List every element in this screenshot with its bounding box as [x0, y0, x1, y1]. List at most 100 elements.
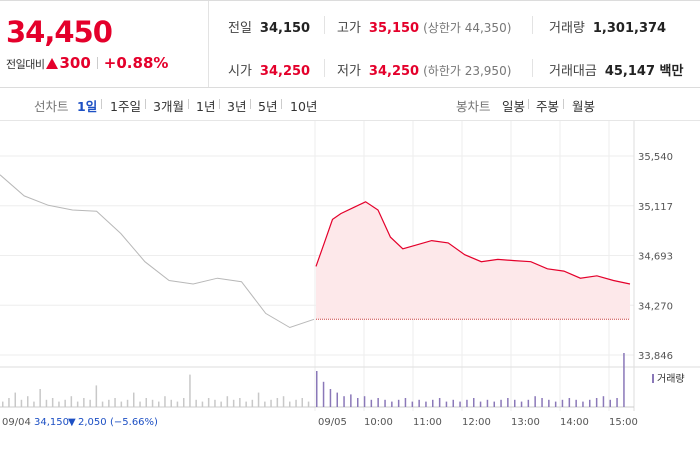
volume-bar: [589, 399, 591, 407]
trade-value: 45,147 백만: [604, 64, 684, 79]
tab-10-years[interactable]: 10년: [290, 99, 318, 114]
divider: [96, 57, 98, 69]
volume-bar: [170, 399, 172, 407]
low-cell: 저가 34,250 (하한가 23,950): [337, 60, 511, 79]
volume-value: 1,301,374: [592, 21, 667, 36]
volume-bar: [89, 399, 91, 407]
tab-monthly-candle[interactable]: 월봉: [572, 99, 596, 114]
volume-bar: [350, 394, 352, 407]
prev-close-label: 전일: [228, 21, 252, 36]
line-chart-label: 선차트: [34, 99, 69, 114]
volume-bar: [554, 401, 557, 407]
volume-bar: [425, 401, 427, 407]
volume-bar: [151, 399, 154, 407]
volume-bar: [370, 399, 373, 407]
price-summary: 34,450 전일대비 300 +0.88% 전일 34,150 고가 35,150 (상…: [0, 0, 700, 88]
current-price: 34,450: [6, 15, 113, 49]
volume-bar: [301, 398, 303, 407]
change-label: 전일대비: [6, 58, 45, 71]
high-cell: 고가 35,150 (상한가 44,350): [337, 17, 511, 36]
volume-label: 거래량: [549, 21, 585, 36]
volume-bar: [164, 396, 166, 407]
volume-bar: [397, 399, 400, 407]
tab-1-year[interactable]: 1년: [196, 99, 216, 114]
volume-bar: [27, 396, 29, 407]
open-value: 34,250: [259, 64, 311, 79]
volume-bar: [226, 396, 229, 407]
tab-3-months[interactable]: 3개월: [153, 99, 184, 114]
volume-bar: [520, 401, 523, 407]
tab-1-day[interactable]: 1일: [77, 99, 98, 114]
high-label: 고가: [337, 21, 361, 36]
volume-bar: [282, 396, 285, 407]
volume-bar: [575, 399, 577, 407]
volume-bar: [473, 398, 475, 407]
change-percent: +0.88%: [103, 54, 169, 72]
divider: [532, 59, 533, 77]
x-tick-label: 12:00: [462, 417, 491, 428]
divider: [324, 59, 325, 77]
volume-bar: [541, 398, 543, 407]
divider: [145, 99, 146, 109]
volume-bar: [527, 399, 530, 407]
change-row: 전일대비 300 +0.88%: [6, 54, 168, 72]
y-tick-label: 35,540: [638, 152, 673, 163]
volume-cell: 거래량 1,301,374: [549, 17, 666, 36]
volume-bar: [201, 401, 204, 407]
x-tick-label: 10:00: [364, 417, 393, 428]
volume-bar: [595, 398, 598, 407]
x-tick-label: 15:00: [609, 417, 638, 428]
change-amount: 300: [59, 54, 91, 72]
volume-bar: [114, 398, 116, 407]
tab-5-years[interactable]: 5년: [258, 99, 278, 114]
volume-bar: [251, 399, 254, 407]
tab-daily-candle[interactable]: 일봉: [502, 99, 526, 114]
volume-bar: [126, 399, 129, 407]
volume-bar: [623, 353, 625, 407]
volume-bar: [384, 399, 386, 407]
volume-bar: [195, 399, 197, 407]
volume-bar: [207, 398, 210, 407]
volume-bar: [64, 399, 66, 407]
volume-bar: [479, 401, 482, 407]
volume-bar: [108, 399, 110, 407]
volume-bar: [257, 392, 260, 407]
divider: [528, 99, 529, 109]
prev-day-info: 09/04 34,150 ▼ 2,050 (−5.66%): [2, 417, 158, 428]
volume-bar: [363, 396, 366, 407]
volume-bar: [307, 401, 310, 407]
volume-bar: [411, 401, 414, 407]
volume-bar: [391, 401, 393, 407]
divider: [219, 99, 220, 109]
up-triangle-icon: [46, 58, 59, 69]
volume-bar: [418, 399, 420, 407]
volume-bar: [214, 399, 216, 407]
volume-bar: [438, 398, 441, 407]
tab-3-years[interactable]: 3년: [227, 99, 247, 114]
volume-bar: [232, 399, 235, 407]
volume-bar: [582, 401, 584, 407]
prev-close-cell: 전일 34,150: [228, 17, 310, 36]
volume-bar: [58, 401, 60, 407]
open-cell: 시가 34,250: [228, 60, 310, 79]
volume-bar: [514, 399, 516, 407]
volume-bar: [295, 399, 297, 407]
volume-bar: [120, 401, 123, 407]
low-label: 저가: [337, 64, 361, 79]
volume-bar: [51, 398, 54, 407]
volume-bar: [39, 389, 41, 407]
divider: [188, 99, 189, 109]
tab-weekly-candle[interactable]: 주봉: [536, 99, 560, 114]
current-price-box: 34,450 전일대비 300 +0.88%: [0, 1, 209, 87]
y-axis-ticks: 35,540 35,117 34,693 34,270 33,846: [638, 152, 673, 362]
volume-bar: [101, 401, 104, 407]
volume-bar: [343, 396, 345, 407]
tab-1-week[interactable]: 1주일: [110, 99, 141, 114]
volume-bar: [8, 398, 10, 407]
volume-legend-swatch: [652, 374, 654, 383]
low-value: 34,250: [368, 64, 420, 79]
volume-bar: [357, 398, 359, 407]
volume-bar: [264, 401, 266, 407]
divider: [324, 16, 325, 34]
volume-bar: [459, 401, 461, 407]
